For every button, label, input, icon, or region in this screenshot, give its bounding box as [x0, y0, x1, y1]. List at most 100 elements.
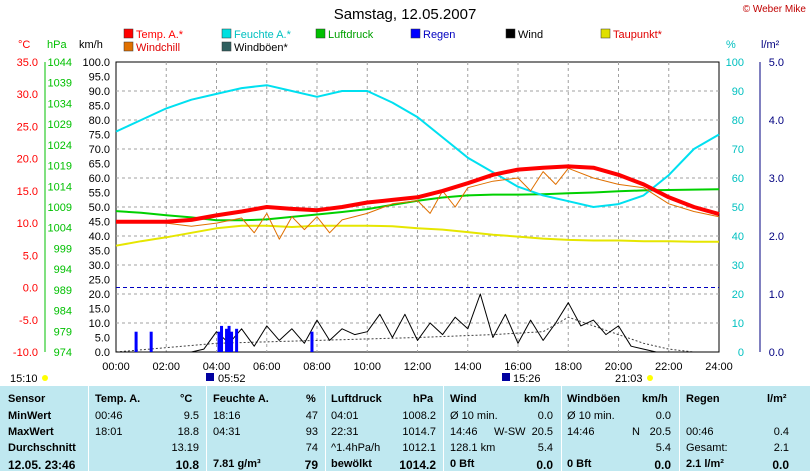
legend-label: Regen [423, 29, 455, 41]
table-cell-wind-dir: W-SW [494, 426, 526, 438]
wind-axis-tick: 40.0 [89, 231, 110, 243]
legend-swatch [221, 41, 232, 52]
marker-label: 15:26 [513, 373, 541, 385]
x-tick: 14:00 [454, 361, 482, 373]
wind-axis-tick: 70.0 [89, 144, 110, 156]
chart-legend: Temp. A.* Feuchte A.* Luftdruck Regen Wind Ta… [123, 28, 663, 54]
chart-axes: 35.0 30.0 25.0 20.0 15.0 10.0 5.0 0.0 -5.0 -10.0 1… [10, 39, 784, 385]
header-temp: Temp. A. [95, 393, 141, 405]
rain-bar [220, 325, 224, 352]
x-tick: 20:00 [605, 361, 633, 373]
table-cell-feuchte: 74 [305, 442, 318, 454]
rain-bar [134, 331, 138, 352]
chart-grid [115, 61, 720, 353]
humidity-line [115, 84, 720, 208]
dewpoint-line [115, 224, 719, 247]
table-cell-regen: 0.4 [773, 426, 789, 438]
moon-icon [647, 375, 653, 381]
header-sensor: Sensor [8, 393, 46, 405]
humidity-axis-tick: 70 [732, 144, 744, 156]
table-cell-boeen-time: 0 Bft [567, 458, 592, 470]
table-cell-luft-time: ^1.4hPa/h [331, 442, 381, 454]
wind-axis-tick: 0.0 [95, 347, 110, 359]
wind-axis-tick: 30.0 [89, 260, 110, 272]
rain-axis-label: l/m² [761, 39, 780, 51]
copyright-label: © Weber Mike [742, 4, 806, 15]
table-cell-wind: 5.4 [537, 442, 553, 454]
wind-axis-tick: 85.0 [89, 101, 110, 113]
header-gusts: Windböen [567, 393, 621, 405]
rain-bar [227, 325, 231, 352]
table-cell-wind: 20.5 [531, 426, 553, 438]
rain-axis-tick: 5.0 [769, 57, 784, 69]
legend-swatch [600, 28, 611, 39]
table-cell-label: Durchschnitt [8, 442, 76, 454]
statistics-table: Sensor Temp. A. °C Feuchte A. % Luftdruc… [0, 386, 810, 471]
pressure-axis-tick: 1004 [48, 223, 72, 235]
table-cell-boeen: 0.0 [654, 458, 671, 471]
pressure-axis-tick: 1009 [48, 202, 72, 214]
table-cell-boeen: 20.5 [649, 426, 671, 438]
table-cell-temp-time: 00:46 [95, 410, 123, 422]
legend-label: Windböen* [234, 42, 289, 54]
table-cell-boeen-time: Ø 10 min. [567, 410, 615, 422]
pressure-axis-tick: 974 [54, 347, 72, 359]
legend-swatch [221, 28, 232, 39]
x-tick: 10:00 [353, 361, 381, 373]
humidity-axis-tick: 10 [732, 318, 744, 330]
rain-bar [217, 331, 221, 352]
table-cell-temp: 13.19 [171, 442, 199, 454]
table-cell-temp: 18.8 [177, 426, 199, 438]
sunrise-icon [206, 373, 214, 381]
legend-label: Taupunkt* [613, 29, 663, 41]
temp-axis-tick: 20.0 [17, 154, 38, 166]
table-cell-wind: 0.0 [536, 458, 553, 471]
humidity-axis-tick: 90 [732, 86, 744, 98]
temp-axis-tick: 15.0 [17, 186, 38, 198]
sun-icon [42, 375, 48, 381]
pressure-axis-tick: 999 [54, 243, 72, 255]
table-cell-luft: 1014.7 [402, 426, 436, 438]
rain-bar [225, 328, 229, 352]
humidity-axis-label: % [726, 39, 736, 51]
table-cell-regen-time: Gesamt: [686, 442, 728, 454]
table-cell-temp: 10.8 [175, 458, 199, 471]
table-cell-feuchte: 79 [304, 458, 318, 471]
rain-axis-tick: 1.0 [769, 289, 784, 301]
table-cell-wind-time: Ø 10 min. [450, 410, 498, 422]
legend-label: Feuchte A.* [234, 29, 292, 41]
wind-axis-tick: 10.0 [89, 318, 110, 330]
wind-axis-tick: 95.0 [89, 72, 110, 84]
x-tick: 02:00 [152, 361, 180, 373]
pressure-axis-tick: 1024 [48, 140, 72, 152]
legend-swatch [315, 28, 326, 39]
marker-label: 21:03 [615, 373, 643, 385]
x-tick: 04:00 [203, 361, 231, 373]
table-cell-luft-time: bewölkt [331, 458, 372, 470]
temp-axis-tick: -10.0 [13, 347, 38, 359]
wind-axis-tick: 45.0 [89, 217, 110, 229]
header-wind: Wind [450, 393, 477, 405]
weather-chart: 35.0 30.0 25.0 20.0 15.0 10.0 5.0 0.0 -5.0 -10.0 1… [10, 28, 784, 385]
humidity-axis-tick: 100 [726, 57, 744, 69]
temperature-line [116, 164, 720, 224]
gusts-line [115, 316, 719, 353]
x-tick: 24:00 [705, 361, 733, 373]
header-temp-unit: °C [180, 393, 193, 405]
humidity-axis-tick: 60 [732, 173, 744, 185]
rain-axis-tick: 4.0 [769, 115, 784, 127]
table-cell-regen: 0.0 [772, 458, 789, 471]
header-pressure-unit: hPa [413, 393, 434, 405]
temp-axis-tick: 10.0 [17, 218, 38, 230]
table-cell-feuchte-time: 7.81 g/m³ [213, 458, 261, 470]
pressure-axis-tick: 979 [54, 326, 72, 338]
humidity-axis-tick: 80 [732, 115, 744, 127]
legend-swatch [505, 28, 516, 39]
humidity-axis-tick: 40 [732, 231, 744, 243]
legend-label: Luftdruck [328, 29, 374, 41]
marker-label: 05:52 [218, 373, 246, 385]
pressure-axis-tick: 994 [54, 264, 72, 276]
x-tick: 06:00 [253, 361, 281, 373]
sunset-icon [502, 373, 510, 381]
legend-swatch [123, 41, 134, 52]
